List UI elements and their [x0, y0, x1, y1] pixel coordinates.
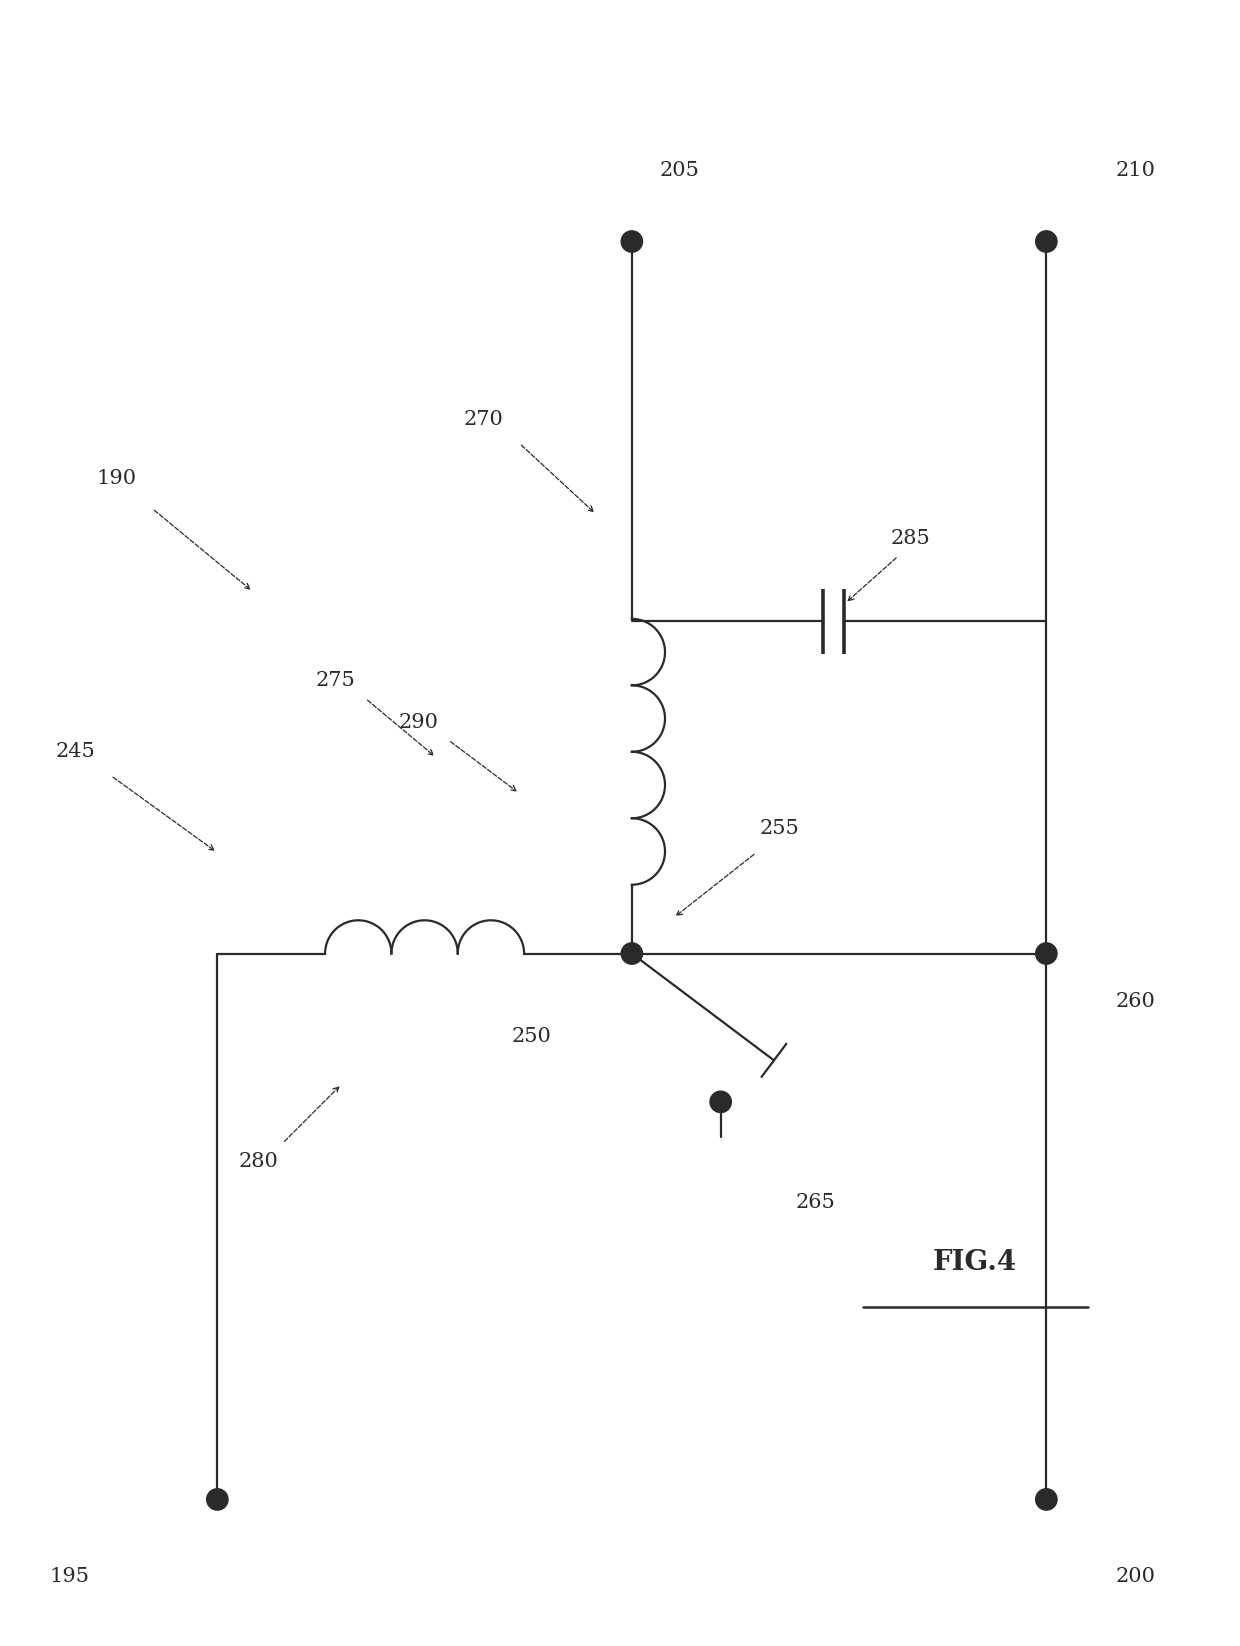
- Circle shape: [1035, 943, 1056, 965]
- Circle shape: [1035, 1488, 1056, 1509]
- Text: 255: 255: [760, 820, 800, 838]
- Text: 205: 205: [660, 161, 699, 179]
- Text: 245: 245: [56, 742, 95, 762]
- Text: 280: 280: [239, 1152, 279, 1170]
- Text: 265: 265: [796, 1193, 836, 1211]
- Text: 250: 250: [511, 1027, 551, 1047]
- Circle shape: [207, 1488, 228, 1509]
- Text: 275: 275: [316, 672, 356, 690]
- Text: 285: 285: [890, 528, 930, 548]
- Text: 290: 290: [399, 713, 439, 731]
- Text: 195: 195: [50, 1567, 89, 1587]
- Text: 200: 200: [1115, 1567, 1156, 1587]
- Text: 270: 270: [464, 410, 503, 430]
- Circle shape: [711, 1091, 732, 1113]
- Text: FIG.4: FIG.4: [934, 1249, 1017, 1276]
- Text: 210: 210: [1115, 161, 1156, 179]
- Circle shape: [621, 230, 642, 252]
- Text: 190: 190: [97, 469, 136, 489]
- Circle shape: [621, 943, 642, 965]
- Text: 260: 260: [1115, 991, 1156, 1011]
- Circle shape: [1035, 230, 1056, 252]
